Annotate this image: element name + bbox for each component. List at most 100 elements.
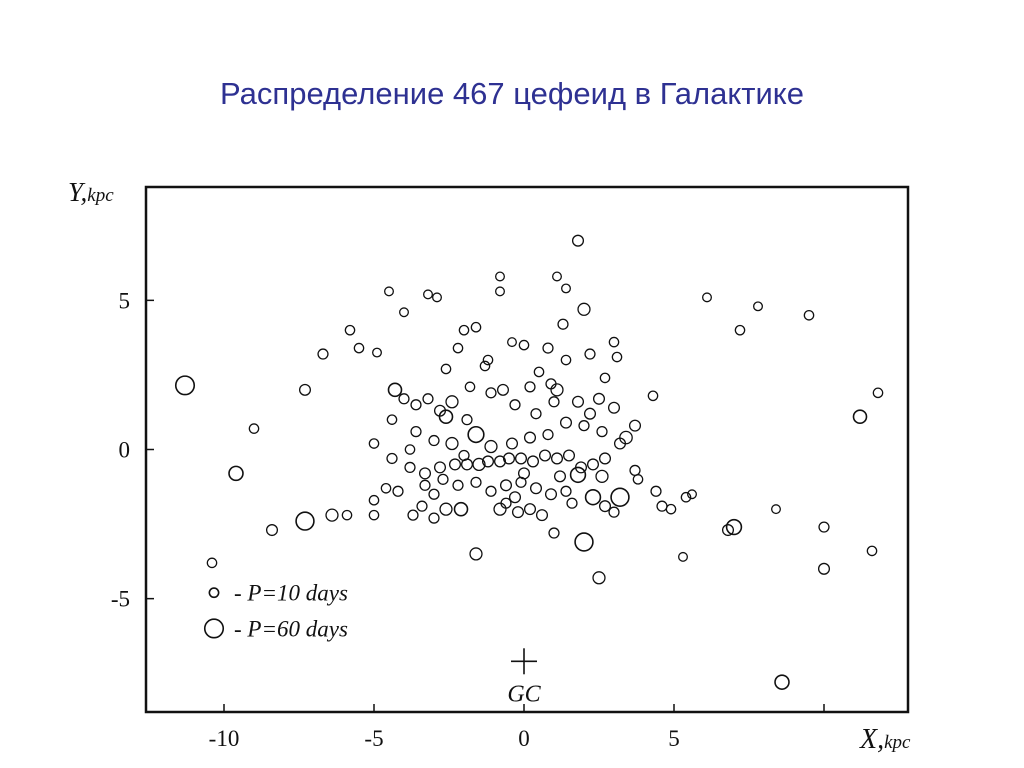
cepheid-point	[325, 508, 339, 522]
cepheid-point	[407, 509, 419, 521]
cepheid-point	[482, 354, 494, 366]
cepheid-point	[583, 407, 597, 420]
cepheid-point	[774, 674, 790, 690]
cepheid-point	[368, 509, 380, 521]
cepheid-point	[438, 409, 454, 424]
cepheid-point	[574, 532, 594, 552]
cepheid-point	[410, 425, 422, 438]
cepheid-point	[458, 324, 470, 336]
cepheid-point	[599, 372, 611, 384]
cepheid-point	[440, 363, 452, 375]
y-tick-label: -5	[111, 587, 130, 612]
cepheid-point	[445, 395, 459, 409]
cepheid-point	[368, 494, 380, 506]
x-axis-name: X,	[859, 724, 884, 755]
gc-marker: GC	[507, 648, 542, 707]
cepheid-point	[453, 501, 469, 517]
cepheid-point	[632, 474, 644, 485]
y-axis-name: Y,	[68, 177, 87, 207]
cepheid-point	[533, 366, 545, 378]
cepheid-point	[548, 527, 560, 539]
cepheid-point	[461, 414, 473, 426]
cepheid-point	[561, 283, 571, 294]
cepheid-point	[452, 342, 464, 354]
legend-marker-p60	[203, 618, 225, 639]
cepheid-point	[206, 557, 218, 569]
cepheid-point	[608, 506, 620, 518]
x-tick-label: -5	[364, 726, 383, 751]
ticks-layer: -10 -5 0 5 -5 0 5	[111, 288, 825, 751]
x-tick-label: 5	[668, 726, 680, 751]
cepheid-point	[514, 452, 528, 465]
cepheid-point	[611, 351, 623, 363]
cepheid-point	[174, 375, 196, 396]
cepheid-point	[818, 521, 830, 533]
cepheid-point	[598, 500, 612, 513]
cepheid-point	[428, 488, 440, 500]
cepheid-point	[485, 387, 497, 399]
x-axis-unit: kpc	[884, 732, 911, 753]
cepheid-point	[526, 455, 540, 468]
cepheid-point	[448, 458, 462, 471]
cepheid-point	[398, 393, 410, 405]
cepheid-point	[569, 466, 587, 484]
cepheid-point	[265, 524, 279, 537]
y-tick-label: 5	[119, 288, 131, 313]
cepheid-point	[552, 271, 562, 282]
cepheid-point	[665, 503, 677, 515]
cepheid-point	[734, 324, 746, 336]
cepheid-point	[298, 383, 312, 396]
cepheid-point	[384, 286, 394, 297]
cepheid-point	[530, 408, 542, 420]
cepheid-point	[404, 461, 416, 474]
gc-annotation: GC	[507, 681, 541, 707]
cepheid-point	[678, 551, 688, 562]
cepheid-point	[416, 500, 428, 512]
cepheid-point	[647, 390, 659, 402]
cepheid-point	[410, 399, 422, 411]
cepheid-point	[544, 488, 558, 501]
cepheid-point	[437, 473, 449, 485]
cepheid-point	[852, 409, 868, 424]
cepheid-point	[518, 339, 530, 351]
cepheid-point	[571, 234, 585, 247]
cepheid-point	[464, 381, 476, 393]
legend-label-p60: - P=60 days	[234, 616, 348, 641]
cepheid-point	[584, 489, 602, 506]
cepheid-point	[485, 485, 497, 497]
cepheid-point	[596, 425, 608, 438]
cepheid-point	[508, 491, 522, 504]
cepheid-point	[502, 452, 516, 465]
cepheid-point	[548, 396, 560, 408]
cepheid-point	[452, 479, 464, 491]
chart-title: Распределение 467 цефеид в Галактике	[220, 76, 804, 111]
cepheid-point	[467, 425, 485, 444]
cepheid-point	[419, 479, 431, 491]
cepheid-point	[523, 431, 537, 444]
cepheid-point	[511, 506, 525, 519]
cepheid-point	[404, 444, 416, 455]
cepheid-point	[542, 428, 554, 441]
legend-marker-p10	[208, 587, 220, 599]
cepheid-point	[725, 518, 743, 536]
cepheid-point	[550, 383, 564, 397]
cepheid-point	[470, 476, 482, 488]
cepheid-point	[496, 383, 510, 396]
cepheid-point	[428, 434, 440, 447]
cepheid-point	[803, 309, 815, 321]
cepheid-point	[560, 354, 572, 366]
cepheid-point	[344, 324, 356, 336]
cepheid-point	[650, 485, 662, 497]
cepheid-point	[248, 423, 260, 434]
cepheid-point	[571, 395, 585, 408]
cepheid-point	[432, 292, 442, 303]
cepheid-point	[295, 511, 315, 531]
cepheid-point	[386, 452, 398, 465]
cepheid-point	[595, 469, 609, 483]
cepheid-point	[353, 342, 365, 354]
cepheid-point	[553, 470, 567, 483]
cepheid-point	[529, 482, 543, 495]
cepheid-point	[422, 393, 434, 405]
y-tick-label: 0	[119, 438, 131, 463]
